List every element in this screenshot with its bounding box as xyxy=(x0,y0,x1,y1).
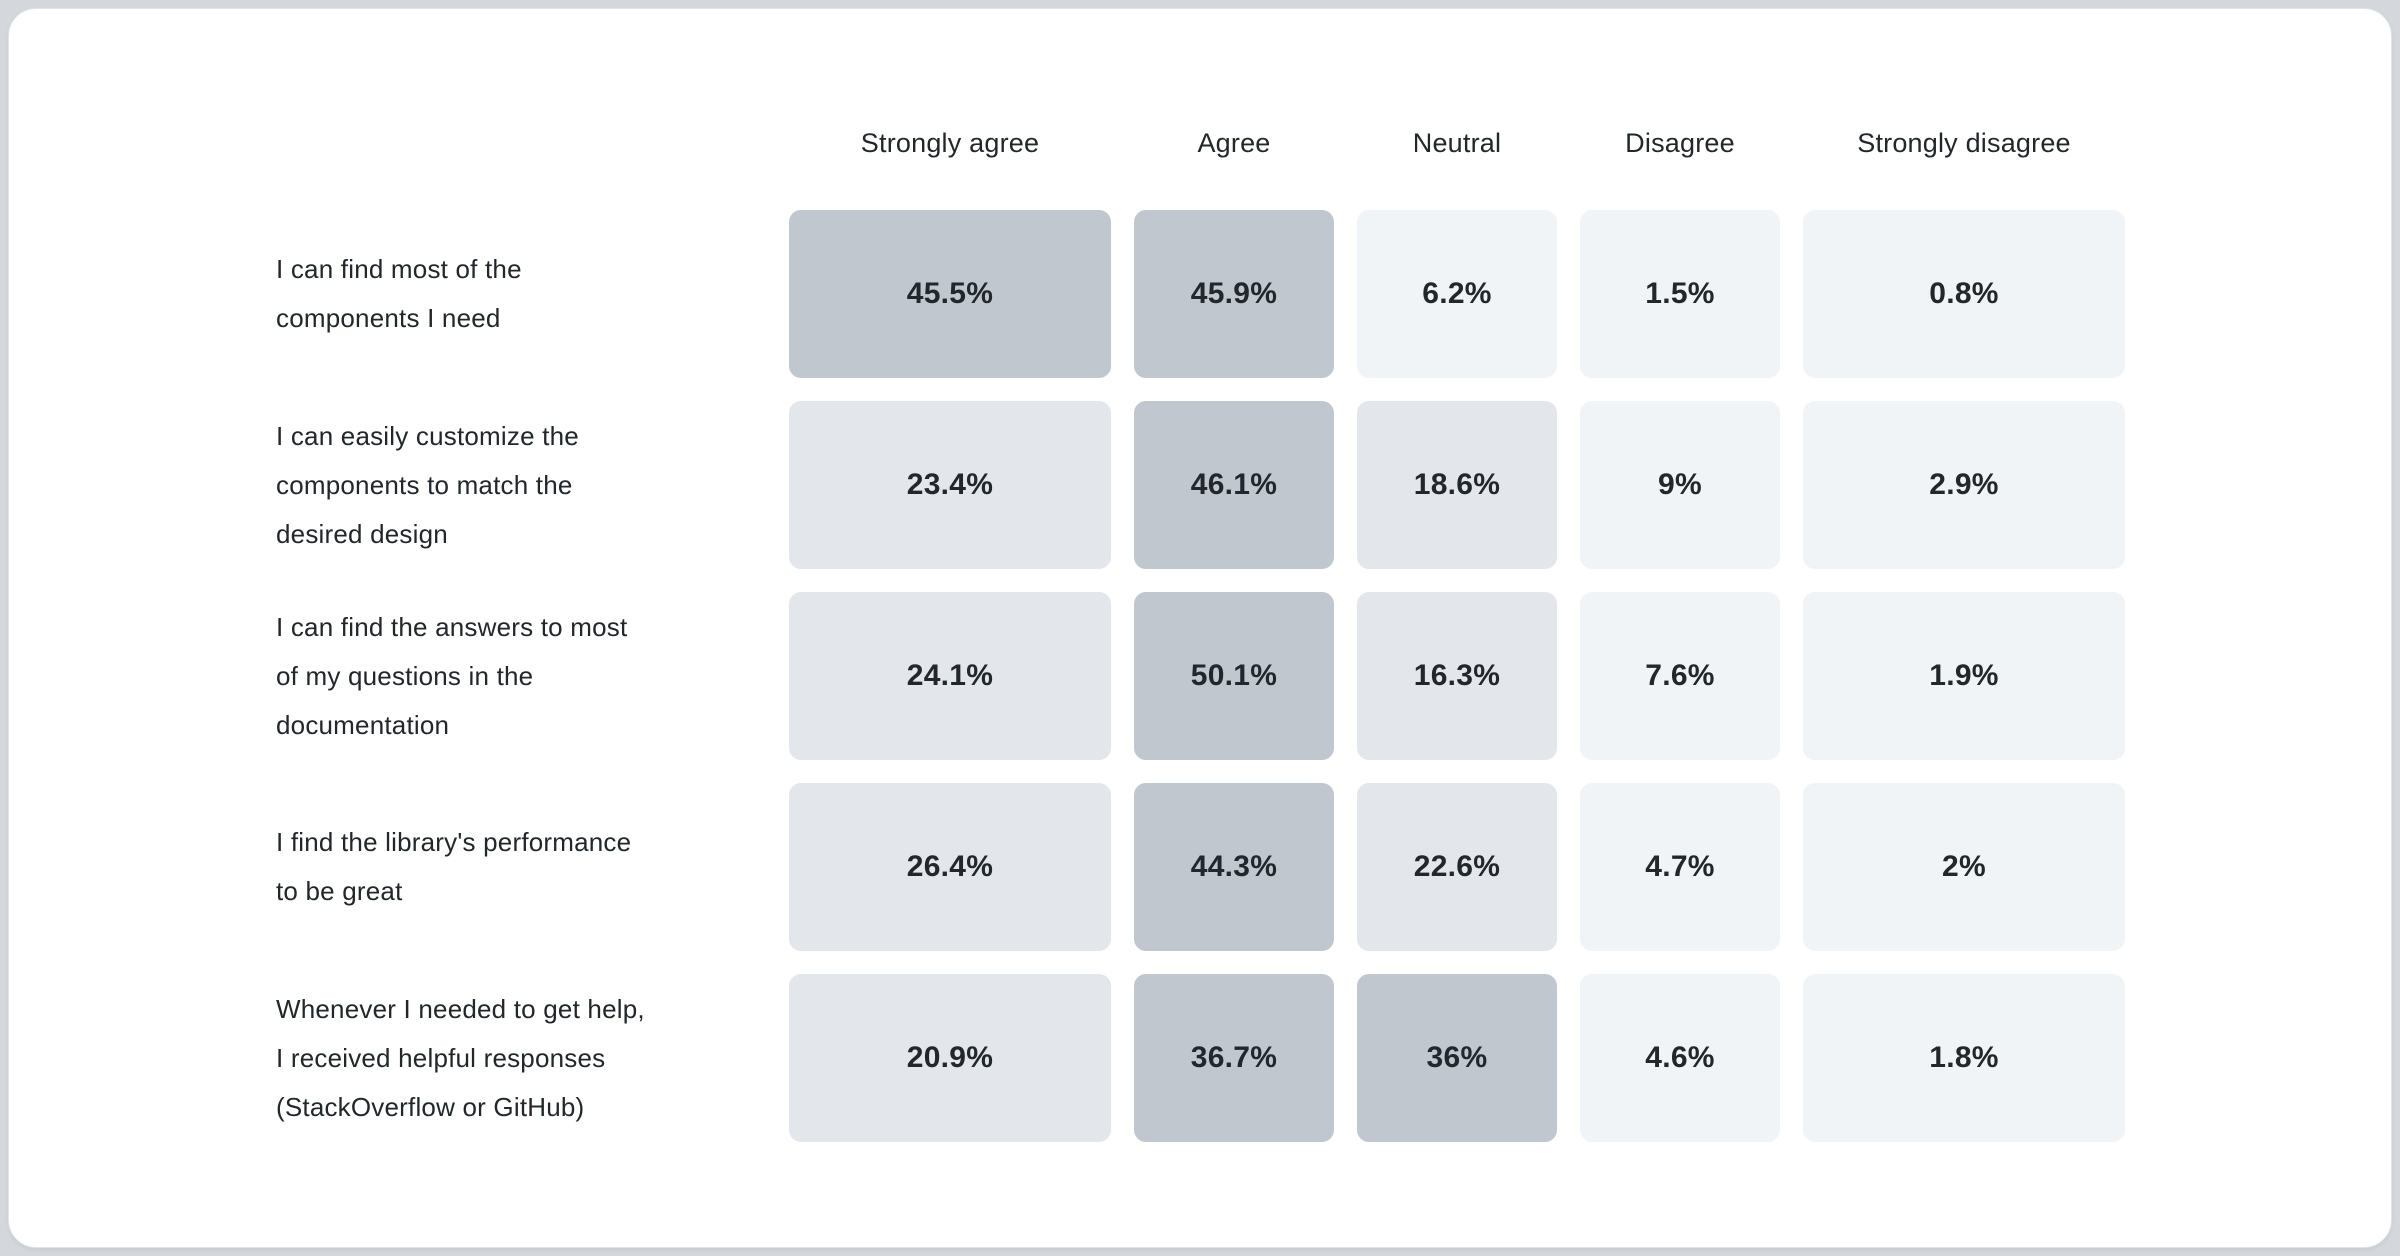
heatmap-cell: 20.9% xyxy=(789,974,1111,1142)
heatmap-cell: 46.1% xyxy=(1134,401,1334,569)
heatmap-cell: 45.5% xyxy=(789,210,1111,378)
heatmap-cell: 36.7% xyxy=(1134,974,1334,1142)
heatmap-cell: 36% xyxy=(1357,974,1557,1142)
heatmap-cell: 26.4% xyxy=(789,783,1111,951)
heatmap-cell: 23.4% xyxy=(789,401,1111,569)
heatmap-cell: 1.5% xyxy=(1580,210,1780,378)
heatmap-cell: 4.7% xyxy=(1580,783,1780,951)
heatmap-cell: 50.1% xyxy=(1134,592,1334,760)
heatmap-cell: 4.6% xyxy=(1580,974,1780,1142)
heatmap-cell: 16.3% xyxy=(1357,592,1557,760)
heatmap-cell: 22.6% xyxy=(1357,783,1557,951)
survey-grid: Strongly agree Agree Neutral Disagree Strong… xyxy=(276,99,2125,1142)
survey-card: Strongly agree Agree Neutral Disagree Strong… xyxy=(8,8,2392,1248)
row-label: I can find the answers to most of my ques… xyxy=(276,611,628,740)
column-header-strongly-agree: Strongly agree xyxy=(860,127,1040,158)
heatmap-cell: 7.6% xyxy=(1580,592,1780,760)
heatmap-cell: 2.9% xyxy=(1803,401,2125,569)
heatmap-cell: 1.9% xyxy=(1803,592,2125,760)
heatmap-cell: 9% xyxy=(1580,401,1780,569)
heatmap-cell: 24.1% xyxy=(789,592,1111,760)
column-header-agree: Agree xyxy=(1197,127,1271,158)
column-header-neutral: Neutral xyxy=(1412,127,1502,158)
heatmap-cell: 45.9% xyxy=(1134,210,1334,378)
column-header-strongly-disagree: Strongly disagree xyxy=(1857,127,2071,158)
heatmap-cell: 18.6% xyxy=(1357,401,1557,569)
heatmap-cell: 44.3% xyxy=(1134,783,1334,951)
row-label: I find the library's performance to be gr… xyxy=(276,827,632,906)
row-label: I can easily customize the components to … xyxy=(276,420,579,549)
header-corner-spacer xyxy=(276,99,766,187)
heatmap-cell: 6.2% xyxy=(1357,210,1557,378)
heatmap-cell: 0.8% xyxy=(1803,210,2125,378)
column-header-disagree: Disagree xyxy=(1625,127,1735,158)
row-label: Whenever I needed to get help, I received… xyxy=(276,993,645,1122)
row-label: I can find most of the components I need xyxy=(276,254,522,333)
heatmap-cell: 1.8% xyxy=(1803,974,2125,1142)
heatmap-cell: 2% xyxy=(1803,783,2125,951)
